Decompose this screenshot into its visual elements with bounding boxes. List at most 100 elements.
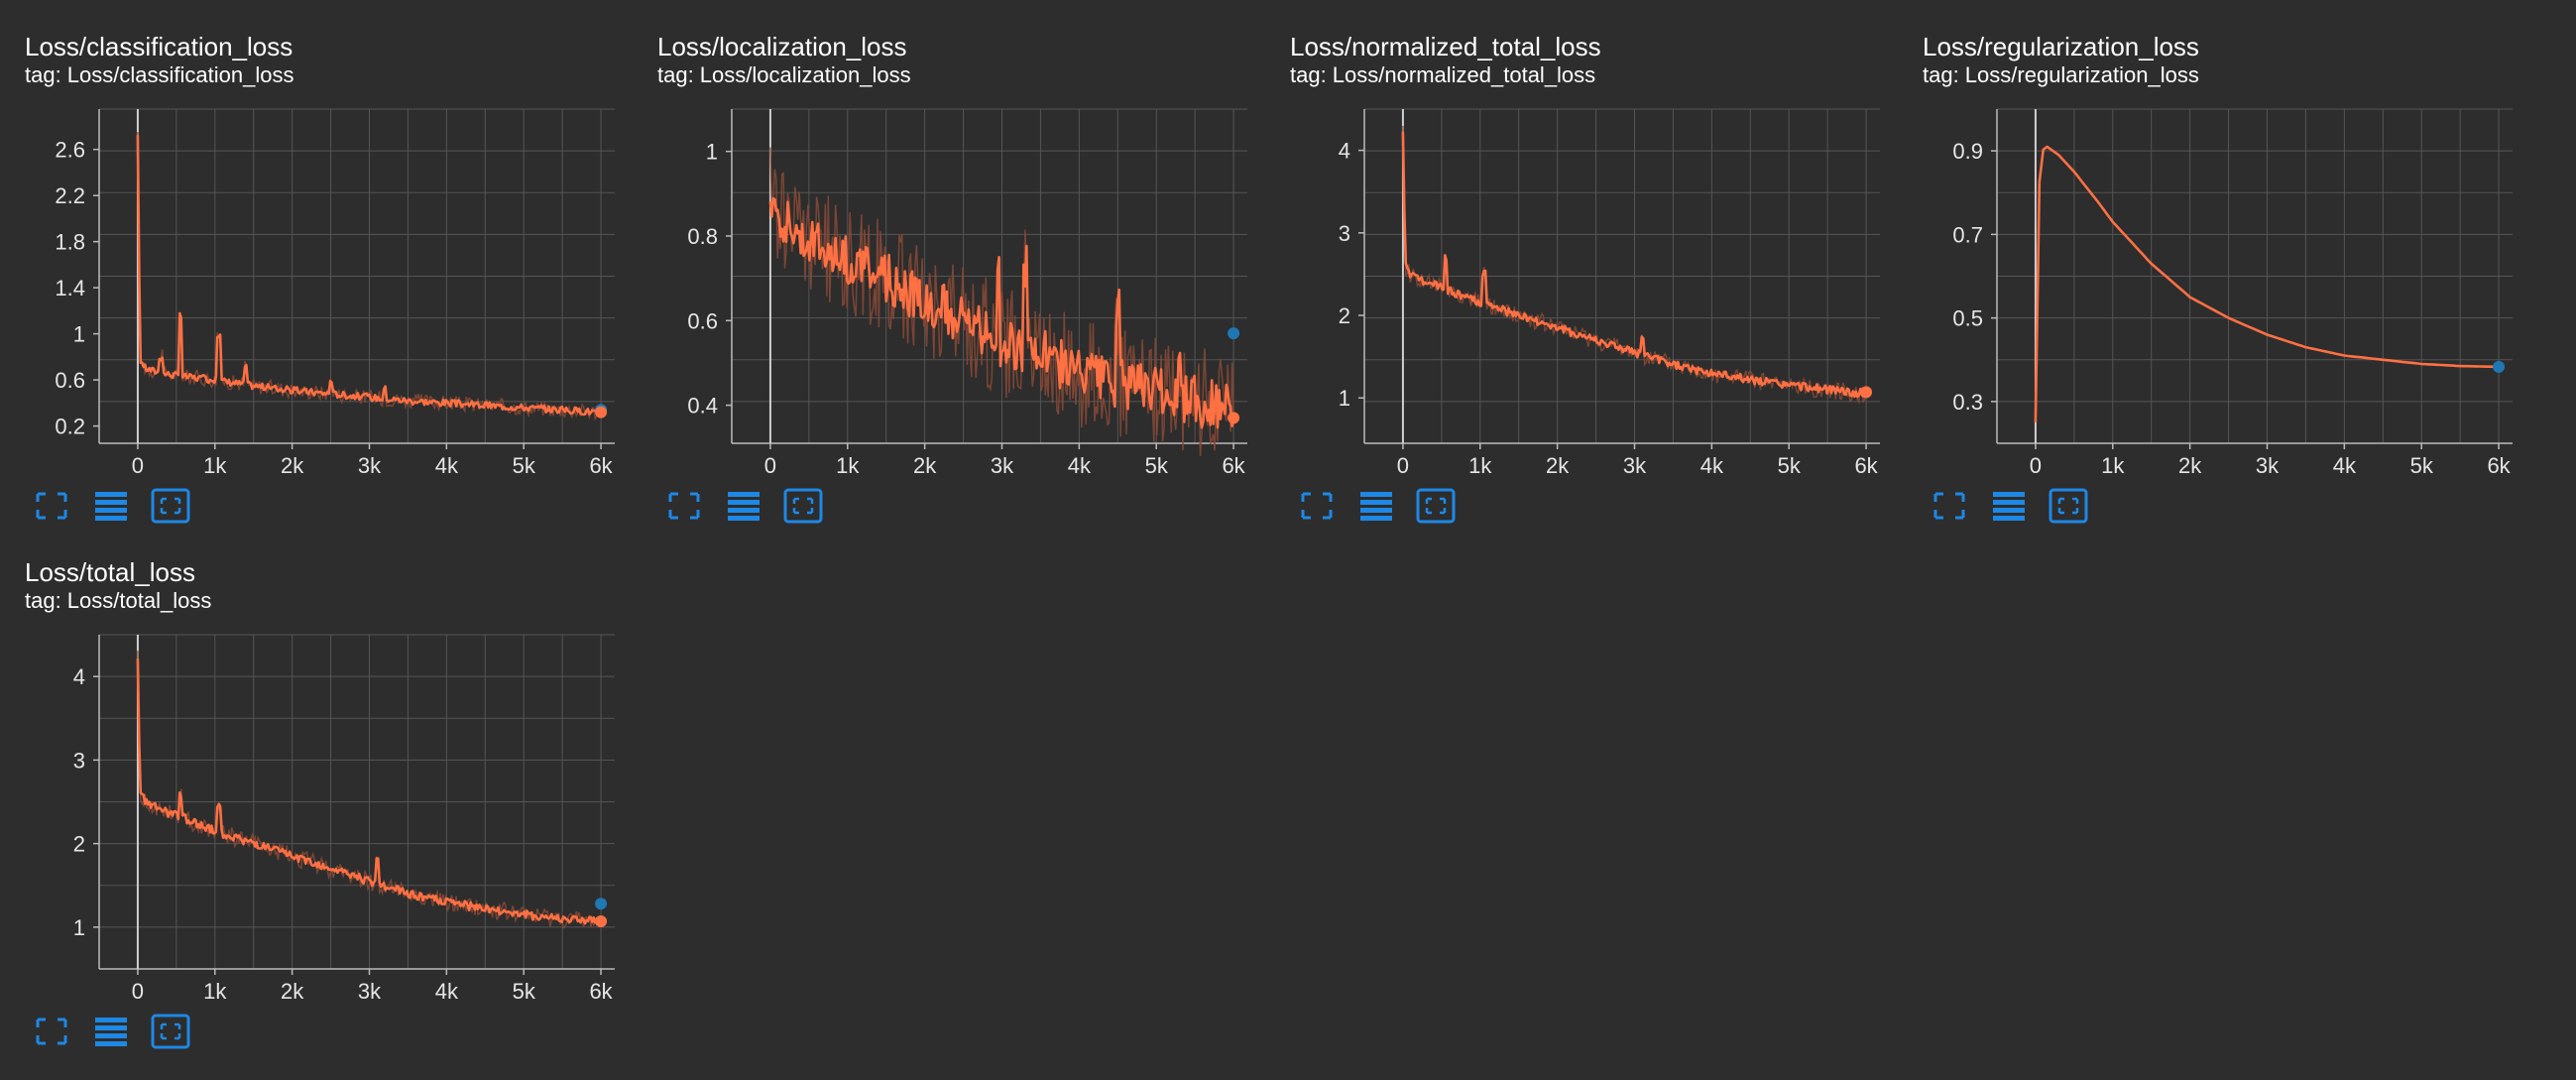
- y-tick-label: 0.2: [55, 415, 85, 439]
- y-tick-label: 0.6: [55, 368, 85, 393]
- y-tick-label: 4: [1339, 139, 1350, 164]
- x-tick-label: 4k: [1700, 453, 1724, 476]
- chart-plot[interactable]: 0 1k 2k 3k 4k 5k 6k 1 2 3 4: [0, 526, 615, 1002]
- fullscreen-icon[interactable]: [1928, 486, 1971, 526]
- fit-domain-icon[interactable]: [149, 1012, 192, 1051]
- x-tick-label: 3k: [991, 453, 1014, 476]
- fit-domain-icon[interactable]: [149, 486, 192, 526]
- x-tick-label: 6k: [1222, 453, 1245, 476]
- x-tick-label: 2k: [281, 453, 304, 476]
- chart-plot[interactable]: 0 1k 2k 3k 4k 5k 6k 0.4 0.6 0.8 1: [633, 0, 1247, 476]
- y-tick-label: 1.4: [55, 276, 85, 300]
- x-tick-label: 5k: [1778, 453, 1802, 476]
- chart-tag: tag: Loss/classification_loss: [25, 62, 294, 87]
- chart-toolbar: [1295, 486, 1493, 526]
- y-tick-label: 1: [1339, 386, 1350, 411]
- y-tick-label: 1: [706, 140, 718, 165]
- x-tick-label: 2k: [2178, 453, 2202, 476]
- y-tick-label: 0.8: [687, 224, 718, 249]
- x-tick-label: 3k: [358, 453, 382, 476]
- x-tick-label: 3k: [2256, 453, 2280, 476]
- x-tick-label: 4k: [2333, 453, 2357, 476]
- y-tick-label: 0.9: [1952, 139, 1983, 164]
- series-raw-line: [137, 651, 602, 929]
- x-tick-label: 2k: [1546, 453, 1570, 476]
- chart-toolbar: [30, 486, 228, 526]
- series-smoothed-line: [1401, 131, 1868, 399]
- chart-card-total-loss: Loss/total_loss tag: Loss/total_loss 0 1k…: [0, 526, 615, 1049]
- series-smoothed-line: [2034, 145, 2500, 422]
- y-tick-label: 2: [73, 832, 85, 857]
- series-smoothed-line: [136, 135, 602, 417]
- end-marker-orange: [595, 406, 608, 419]
- chart-title: Loss/classification_loss: [25, 32, 293, 61]
- fullscreen-icon[interactable]: [30, 1012, 73, 1051]
- chart-title: Loss/localization_loss: [657, 32, 907, 61]
- x-tick-label: 2k: [913, 453, 937, 476]
- end-marker-blue: [2493, 360, 2506, 373]
- y-tick-label: 2: [1339, 303, 1350, 328]
- data-table-icon[interactable]: [722, 486, 765, 526]
- x-tick-label: 5k: [513, 453, 536, 476]
- x-tick-label: 4k: [435, 979, 459, 1002]
- x-tick-label: 6k: [589, 453, 613, 476]
- x-tick-label: 5k: [2410, 453, 2434, 476]
- fullscreen-icon[interactable]: [662, 486, 706, 526]
- x-tick-label: 6k: [1854, 453, 1878, 476]
- data-table-icon[interactable]: [1354, 486, 1398, 526]
- x-tick-label: 5k: [1145, 453, 1169, 476]
- grid: [1363, 108, 1880, 444]
- x-tick-label: 6k: [589, 979, 613, 1002]
- fit-domain-icon[interactable]: [781, 486, 825, 526]
- end-marker-orange: [595, 914, 608, 927]
- chart-card-normalized-total-loss: Loss/normalized_total_loss tag: Loss/nor…: [1265, 0, 1880, 524]
- series-raw-line: [769, 147, 1234, 456]
- chart-toolbar: [30, 1012, 228, 1051]
- chart-toolbar: [1928, 486, 2126, 526]
- y-tick-label: 4: [73, 664, 85, 689]
- y-tick-label: 0.4: [687, 394, 718, 419]
- x-tick-label: 5k: [513, 979, 536, 1002]
- fullscreen-icon[interactable]: [30, 486, 73, 526]
- chart-title: Loss/regularization_loss: [1923, 32, 2199, 61]
- y-tick-label: 0.6: [687, 308, 718, 333]
- chart-plot[interactable]: 0 1k 2k 3k 4k 5k 6k 0.2 0.6 1 1.4 1.8 2.2 2.6: [0, 0, 615, 476]
- x-tick-label: 1k: [2101, 453, 2125, 476]
- chart-toolbar: [662, 486, 861, 526]
- y-tick-label: 0.5: [1952, 306, 1983, 331]
- series-smoothed-line: [136, 659, 603, 927]
- series-smoothed-line: [768, 196, 1235, 429]
- chart-plot[interactable]: 0 1k 2k 3k 4k 5k 6k 0.3 0.5 0.7 0.9: [1898, 0, 2513, 476]
- end-marker-blue: [595, 898, 608, 910]
- x-tick-label: 2k: [281, 979, 304, 1002]
- grid: [1996, 108, 2513, 444]
- end-marker-orange: [1228, 412, 1240, 424]
- y-tick-label: 1.8: [55, 230, 85, 255]
- x-tick-label: 0: [132, 979, 144, 1002]
- y-tick-label: 2.2: [55, 183, 85, 208]
- fit-domain-icon[interactable]: [1414, 486, 1458, 526]
- chart-title: Loss/total_loss: [25, 557, 195, 587]
- chart-tag: tag: Loss/normalized_total_loss: [1290, 62, 1596, 87]
- x-tick-label: 1k: [836, 453, 860, 476]
- chart-tag: tag: Loss/total_loss: [25, 588, 212, 613]
- fullscreen-icon[interactable]: [1295, 486, 1339, 526]
- y-tick-label: 0.7: [1952, 222, 1983, 247]
- y-tick-label: 0.3: [1952, 390, 1983, 415]
- x-tick-label: 0: [764, 453, 776, 476]
- data-table-icon[interactable]: [89, 1012, 133, 1051]
- x-tick-label: 3k: [358, 979, 382, 1002]
- chart-plot[interactable]: 0 1k 2k 3k 4k 5k 6k 1 2 3 4: [1265, 0, 1880, 476]
- x-tick-label: 6k: [2487, 453, 2511, 476]
- x-tick-label: 0: [132, 453, 144, 476]
- data-table-icon[interactable]: [1987, 486, 2031, 526]
- fit-domain-icon[interactable]: [2047, 486, 2090, 526]
- x-tick-label: 1k: [203, 453, 227, 476]
- chart-title: Loss/normalized_total_loss: [1290, 32, 1601, 61]
- x-tick-label: 3k: [1623, 453, 1647, 476]
- data-table-icon[interactable]: [89, 486, 133, 526]
- chart-card-regularization-loss: Loss/regularization_loss tag: Loss/regul…: [1898, 0, 2513, 524]
- x-tick-label: 4k: [1068, 453, 1092, 476]
- chart-tag: tag: Loss/localization_loss: [657, 62, 911, 87]
- chart-card-localization-loss: Loss/localization_loss tag: Loss/localiz…: [633, 0, 1247, 524]
